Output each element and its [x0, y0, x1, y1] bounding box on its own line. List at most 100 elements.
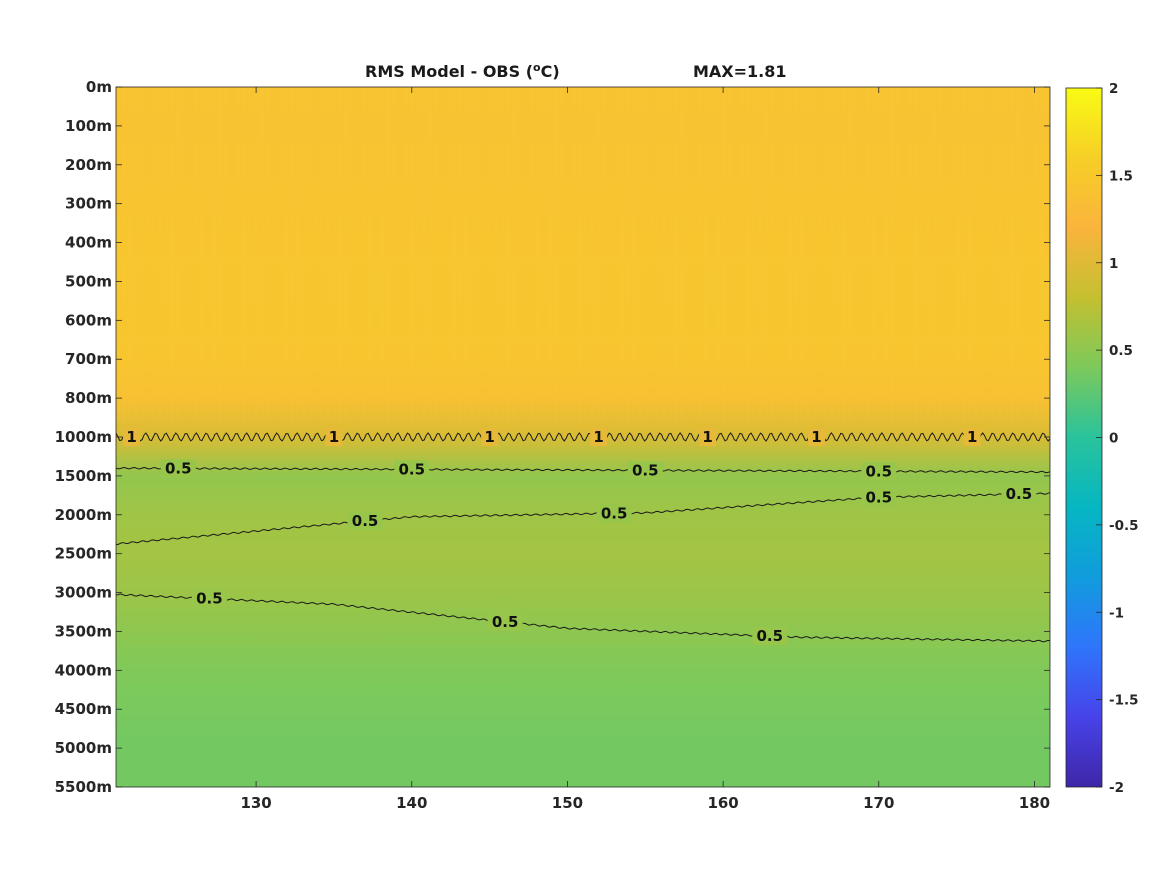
- texture-stripe: [254, 87, 258, 422]
- texture-stripe: [704, 87, 708, 422]
- contour-label: 1: [126, 428, 136, 446]
- x-tick-label: 130: [240, 794, 271, 812]
- texture-stripe: [554, 87, 558, 422]
- y-tick-label: 300m: [65, 195, 112, 213]
- texture-stripe: [716, 87, 720, 422]
- texture-stripe: [326, 87, 330, 422]
- texture-stripe: [332, 87, 336, 422]
- texture-stripe: [380, 87, 384, 422]
- x-tick-label: 150: [552, 794, 583, 812]
- contour-label-bg: [963, 428, 981, 446]
- texture-stripe: [470, 87, 474, 422]
- texture-stripe: [494, 87, 498, 422]
- contour-label-bg: [487, 612, 523, 631]
- contour-labels: 1 1 1 1 1 1 1 0.5 0.5 0.5 0.5 0.5 0.5 0.5 0.5 0.5 0.5 0.5: [123, 428, 1037, 646]
- colorbar-tick-label: -1.5: [1109, 693, 1139, 709]
- colorbar-tick-label: 2: [1109, 81, 1118, 97]
- texture-stripe: [734, 87, 738, 422]
- contour-label-bg: [752, 627, 788, 646]
- contour-label-bg: [325, 428, 343, 446]
- texture-stripe: [662, 87, 666, 422]
- texture-stripe: [812, 87, 816, 422]
- texture-stripe: [368, 87, 372, 422]
- texture-stripe: [386, 87, 390, 422]
- colorbar-tick-label: -1: [1109, 605, 1124, 621]
- contour-label: 0.5: [757, 627, 784, 645]
- contour-label-bg: [160, 459, 196, 478]
- texture-stripe: [794, 87, 798, 422]
- texture-stripe: [440, 87, 444, 422]
- texture-stripe: [878, 87, 882, 422]
- texture-stripe: [410, 87, 414, 422]
- texture-stripe: [224, 87, 228, 422]
- texture-stripe: [572, 87, 576, 422]
- texture-stripe: [884, 87, 888, 422]
- texture-stripe: [848, 87, 852, 422]
- contour-label-bg: [699, 428, 717, 446]
- texture-stripe: [536, 87, 540, 422]
- texture-stripe: [1016, 87, 1020, 422]
- texture-stripe: [980, 87, 984, 422]
- texture-stripe: [200, 87, 204, 422]
- texture-stripe: [548, 87, 552, 422]
- x-tick-label: 170: [863, 794, 894, 812]
- texture-stripe: [896, 87, 900, 422]
- texture-stripe: [710, 87, 714, 422]
- texture-stripe: [302, 87, 306, 422]
- texture-stripe: [566, 87, 570, 422]
- texture-stripe: [176, 87, 180, 422]
- contour-label-bg: [394, 460, 430, 479]
- texture-stripe: [908, 87, 912, 422]
- contour-label-bg: [590, 428, 608, 446]
- texture-stripe: [212, 87, 216, 422]
- texture-stripe: [758, 87, 762, 422]
- texture-stripe: [998, 87, 1002, 422]
- texture-stripe: [170, 87, 174, 422]
- texture-stripe: [284, 87, 288, 422]
- texture-stripe: [824, 87, 828, 422]
- texture-stripe: [596, 87, 600, 422]
- texture-stripe: [752, 87, 756, 422]
- contour-line: [116, 432, 1050, 442]
- colorbar-ticks: 2 1.5 1 0.5 0 -0.5 -1 -1.5 -2: [1096, 81, 1139, 796]
- texture-stripe: [986, 87, 990, 422]
- texture-stripe: [422, 87, 426, 422]
- contour-label: 0.5: [601, 504, 628, 522]
- chart-title: RMS Model - OBS (oC): [365, 61, 560, 81]
- texture-stripe: [128, 87, 132, 422]
- contour-label-bg: [347, 512, 383, 531]
- texture-stripe: [728, 87, 732, 422]
- contour-label-bg: [1001, 485, 1037, 504]
- texture-stripe: [266, 87, 270, 422]
- texture-stripe: [122, 87, 126, 422]
- texture-stripe: [890, 87, 894, 422]
- y-tick-label: 4500m: [55, 700, 112, 718]
- colorbar-tick-label: 1: [1109, 256, 1118, 272]
- texture-stripe: [962, 87, 966, 422]
- texture-stripe: [854, 87, 858, 422]
- texture-stripe: [668, 87, 672, 422]
- contour-label-bg: [191, 589, 227, 608]
- texture-stripe: [806, 87, 810, 422]
- texture-stripe: [146, 87, 150, 422]
- texture-stripe: [770, 87, 774, 422]
- texture-stripe: [290, 87, 294, 422]
- contour-label-bg: [596, 504, 632, 523]
- colorbar-tick-label: 1.5: [1109, 168, 1133, 184]
- y-tick-label: 600m: [65, 311, 112, 329]
- texture-stripe: [500, 87, 504, 422]
- texture-stripe: [512, 87, 516, 422]
- y-tick-label: 4000m: [55, 661, 112, 679]
- texture-stripe: [800, 87, 804, 422]
- texture-stripe: [602, 87, 606, 422]
- texture-stripe: [482, 87, 486, 422]
- texture-stripe: [404, 87, 408, 422]
- texture-stripe: [932, 87, 936, 422]
- texture-stripe: [782, 87, 786, 422]
- texture-stripe: [524, 87, 528, 422]
- texture-stripe: [446, 87, 450, 422]
- colorbar-tick-label: -2: [1109, 780, 1124, 796]
- contour-label-bg: [861, 488, 897, 507]
- colorbar-tick-label: 0: [1109, 431, 1118, 447]
- texture-stripe: [344, 87, 348, 422]
